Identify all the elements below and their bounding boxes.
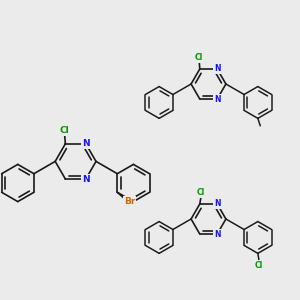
Text: Cl: Cl bbox=[60, 126, 70, 135]
Text: Cl: Cl bbox=[195, 53, 203, 62]
Text: Br: Br bbox=[124, 196, 135, 206]
Text: Cl: Cl bbox=[255, 260, 263, 269]
Text: N: N bbox=[214, 230, 220, 238]
Text: N: N bbox=[82, 175, 90, 184]
Text: Cl: Cl bbox=[197, 188, 205, 197]
Text: N: N bbox=[214, 94, 220, 103]
Text: N: N bbox=[214, 200, 220, 208]
Text: N: N bbox=[82, 139, 90, 148]
Text: N: N bbox=[214, 64, 220, 74]
